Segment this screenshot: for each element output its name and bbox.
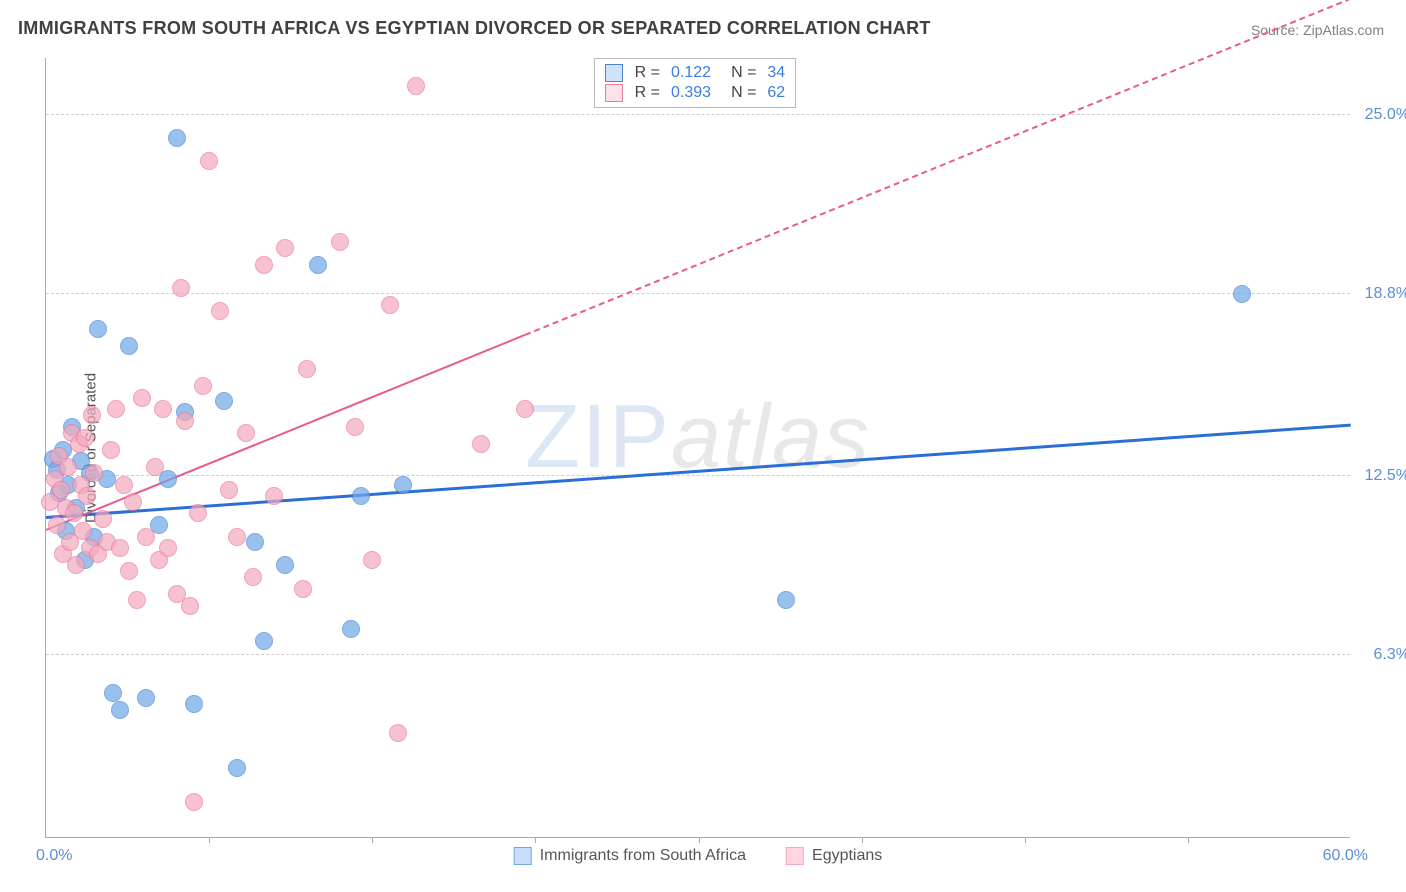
x-tick	[862, 837, 863, 843]
legend-row: R =0.393N =62	[605, 83, 786, 103]
data-point	[381, 296, 399, 314]
data-point	[137, 528, 155, 546]
gridline	[46, 293, 1350, 294]
data-point	[189, 504, 207, 522]
gridline	[46, 475, 1350, 476]
legend-item: Egyptians	[786, 847, 882, 865]
data-point	[74, 522, 92, 540]
data-point	[276, 239, 294, 257]
data-point	[342, 620, 360, 638]
series-legend: Immigrants from South Africa Egyptians	[514, 847, 883, 865]
data-point	[389, 724, 407, 742]
data-point	[352, 487, 370, 505]
trend-line-dashed	[524, 0, 1351, 336]
data-point	[394, 476, 412, 494]
data-point	[181, 597, 199, 615]
data-point	[137, 689, 155, 707]
data-point	[176, 412, 194, 430]
data-point	[294, 580, 312, 598]
data-point	[83, 406, 101, 424]
data-point	[309, 256, 327, 274]
x-tick	[699, 837, 700, 843]
data-point	[220, 481, 238, 499]
y-tick-label: 12.5%	[1355, 467, 1406, 485]
gridline	[46, 114, 1350, 115]
data-point	[228, 528, 246, 546]
data-point	[276, 556, 294, 574]
y-tick-label: 6.3%	[1355, 646, 1406, 664]
data-point	[331, 233, 349, 251]
x-min-label: 0.0%	[36, 847, 72, 865]
data-point	[59, 458, 77, 476]
correlation-legend: R =0.122N =34R =0.393N =62	[594, 58, 797, 108]
legend-item: Immigrants from South Africa	[514, 847, 746, 865]
data-point	[244, 568, 262, 586]
watermark: ZIPatlas	[525, 386, 871, 489]
chart-area: Divorced or Separated 0.0% 60.0% ZIPatla…	[45, 58, 1350, 838]
data-point	[200, 152, 218, 170]
data-point	[111, 539, 129, 557]
gridline	[46, 654, 1350, 655]
data-point	[172, 279, 190, 297]
data-point	[472, 435, 490, 453]
data-point	[78, 487, 96, 505]
data-point	[154, 400, 172, 418]
data-point	[48, 516, 66, 534]
data-point	[168, 129, 186, 147]
chart-title: IMMIGRANTS FROM SOUTH AFRICA VS EGYPTIAN…	[18, 18, 931, 39]
y-tick-label: 25.0%	[1355, 106, 1406, 124]
data-point	[65, 504, 83, 522]
data-point	[211, 302, 229, 320]
data-point	[104, 684, 122, 702]
data-point	[107, 400, 125, 418]
data-point	[102, 441, 120, 459]
data-point	[76, 429, 94, 447]
data-point	[346, 418, 364, 436]
data-point	[265, 487, 283, 505]
data-point	[111, 701, 129, 719]
data-point	[363, 551, 381, 569]
data-point	[407, 77, 425, 95]
data-point	[194, 377, 212, 395]
x-max-label: 60.0%	[1323, 847, 1368, 865]
data-point	[89, 320, 107, 338]
data-point	[255, 632, 273, 650]
data-point	[255, 256, 273, 274]
data-point	[146, 458, 164, 476]
x-tick	[372, 837, 373, 843]
legend-row: R =0.122N =34	[605, 63, 786, 83]
data-point	[185, 695, 203, 713]
data-point	[128, 591, 146, 609]
data-point	[120, 562, 138, 580]
data-point	[298, 360, 316, 378]
data-point	[516, 400, 534, 418]
data-point	[185, 793, 203, 811]
data-point	[67, 556, 85, 574]
data-point	[52, 481, 70, 499]
data-point	[237, 424, 255, 442]
x-tick	[209, 837, 210, 843]
data-point	[124, 493, 142, 511]
x-tick	[1025, 837, 1026, 843]
data-point	[133, 389, 151, 407]
data-point	[94, 510, 112, 528]
data-point	[228, 759, 246, 777]
data-point	[246, 533, 264, 551]
data-point	[115, 476, 133, 494]
data-point	[120, 337, 138, 355]
x-tick	[1188, 837, 1189, 843]
data-point	[777, 591, 795, 609]
data-point	[85, 464, 103, 482]
data-point	[159, 539, 177, 557]
y-tick-label: 18.8%	[1355, 285, 1406, 303]
x-tick	[535, 837, 536, 843]
data-point	[215, 392, 233, 410]
data-point	[1233, 285, 1251, 303]
